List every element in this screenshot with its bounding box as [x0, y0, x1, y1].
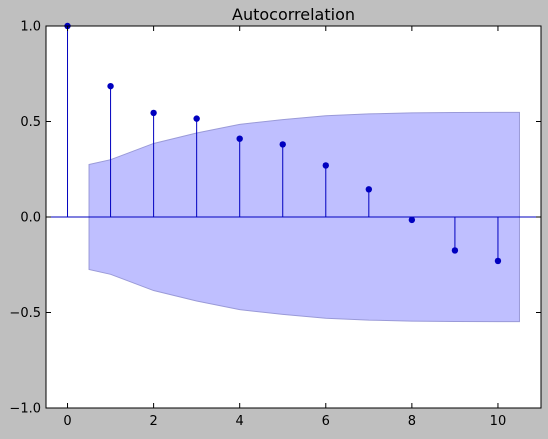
acf-point-lag-4 [236, 135, 243, 142]
x-tick-label: 6 [322, 414, 330, 429]
acf-point-lag-7 [365, 186, 373, 193]
y-tick-label: −1.0 [9, 402, 41, 417]
acf-point-lag-2 [150, 109, 157, 117]
acf-point-lag-1 [107, 82, 114, 90]
acf-point-lag-3 [193, 115, 200, 122]
x-tick-label: 0 [63, 414, 71, 429]
y-tick-label: 0.5 [20, 115, 41, 130]
acf-point-lag-8 [408, 216, 416, 224]
acf-point-lag-9 [451, 247, 459, 254]
x-tick-label: 10 [490, 414, 507, 429]
acf-point-lag-5 [279, 141, 286, 148]
acf-point-lag-6 [322, 162, 329, 169]
acf-point-lag-10 [494, 257, 502, 265]
x-tick-label: 4 [236, 414, 244, 429]
y-tick-label: 1.0 [20, 20, 41, 35]
markers-layer [64, 22, 502, 265]
x-tick-label: 2 [149, 414, 157, 429]
y-tick-label: 0.0 [20, 211, 41, 226]
y-tick-label: −0.5 [9, 306, 41, 321]
x-tick-label: 8 [408, 414, 416, 429]
chart-title: Autocorrelation [232, 5, 355, 24]
ticks-layer: 0 2 4 6 8 10 −1.0 −0.5 0.0 0.5 1.0 [9, 20, 541, 429]
stems-layer [67, 26, 499, 261]
